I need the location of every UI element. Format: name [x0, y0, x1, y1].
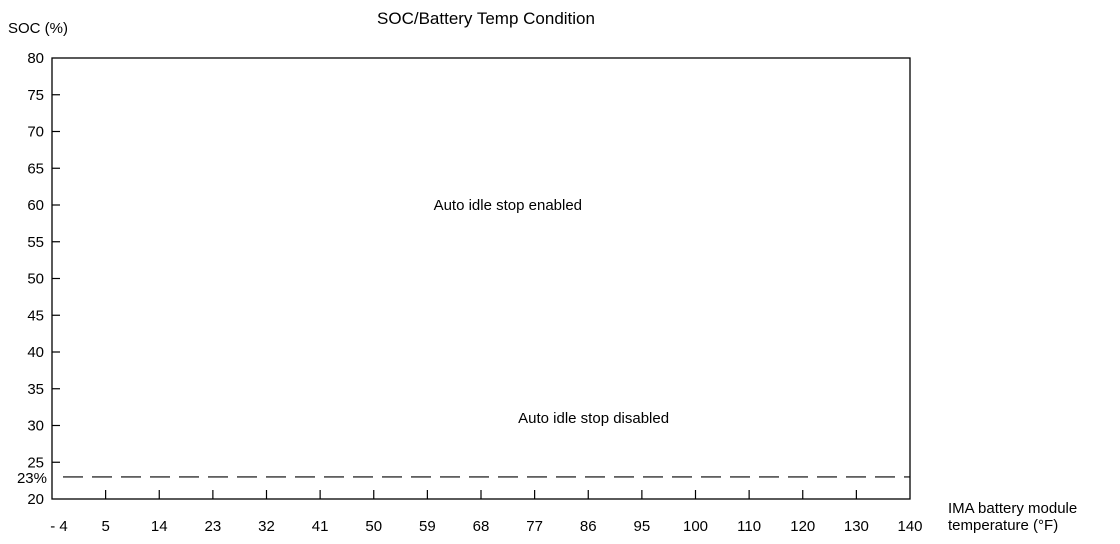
x-tick-label: 120: [790, 518, 815, 535]
y-tick-label: 20: [27, 491, 44, 508]
x-tick-label: 140: [897, 518, 922, 535]
y-tick-label: 45: [27, 307, 44, 324]
y-tick-label: 75: [27, 87, 44, 104]
chart-title: SOC/Battery Temp Condition: [377, 9, 595, 28]
y-tick-label: 55: [27, 234, 44, 251]
x-tick-label: 50: [365, 518, 382, 535]
x-tick-label: 23: [205, 518, 222, 535]
x-tick-label: 100: [683, 518, 708, 535]
x-tick-label: 14: [151, 518, 168, 535]
y-tick-label: 35: [27, 381, 44, 398]
y-tick-label: 80: [27, 50, 44, 67]
x-tick-label: 41: [312, 518, 329, 535]
plot-frame: [51, 57, 911, 500]
y-tick-label: 25: [27, 454, 44, 471]
y-tick-label: 50: [27, 271, 44, 288]
x-tick-label: 130: [844, 518, 869, 535]
x-tick-label: 110: [737, 518, 761, 535]
x-tick-label: 77: [526, 518, 543, 535]
threshold-label: 23%: [17, 470, 47, 487]
y-axis-label: SOC (%): [8, 20, 68, 37]
region-label-disabled: Auto idle stop disabled: [518, 410, 669, 427]
x-tick-label: 86: [580, 518, 597, 535]
x-tick-label: - 4: [50, 518, 68, 535]
y-tick-label: 60: [27, 197, 44, 214]
x-axis-label-line2: temperature (°F): [948, 517, 1058, 534]
x-axis-label-line1: IMA battery module: [948, 500, 1077, 517]
y-tick-label: 70: [27, 124, 44, 141]
y-tick-label: 30: [27, 418, 44, 435]
x-tick-label: 68: [473, 518, 490, 535]
y-tick-label: 40: [27, 344, 44, 361]
x-tick-label: 5: [101, 518, 109, 535]
x-tick-label: 95: [634, 518, 651, 535]
y-tick-label: 65: [27, 160, 44, 177]
region-label-enabled: Auto idle stop enabled: [434, 197, 582, 214]
x-tick-label: 59: [419, 518, 436, 535]
x-tick-label: 32: [258, 518, 275, 535]
